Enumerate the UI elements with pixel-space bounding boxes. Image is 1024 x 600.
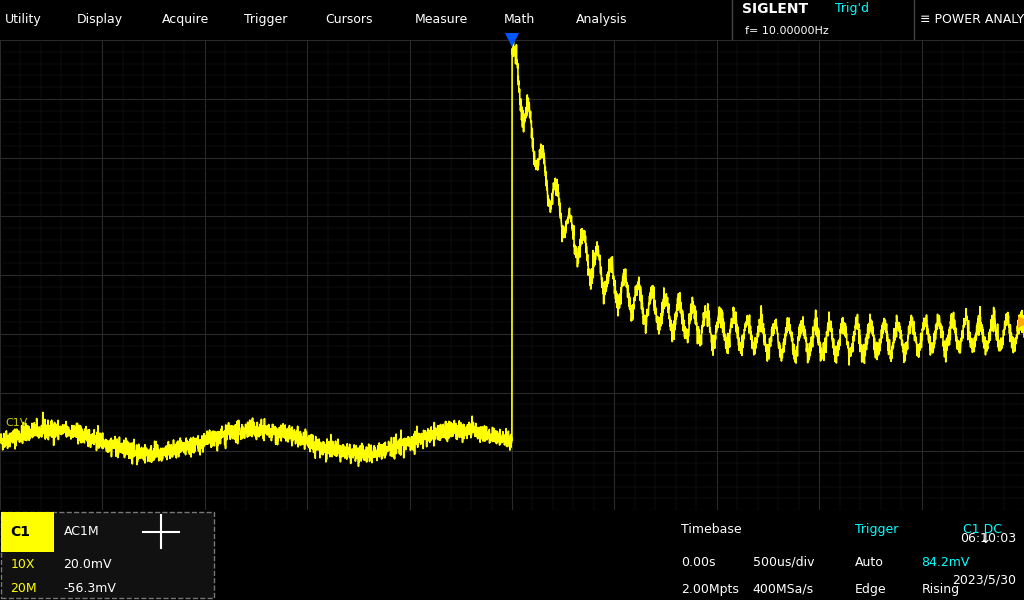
Text: Math: Math [504, 13, 536, 26]
Text: Display: Display [77, 13, 123, 26]
Text: C1: C1 [10, 524, 31, 539]
Text: C1V: C1V [5, 418, 28, 428]
Text: -56.3mV: -56.3mV [63, 582, 117, 595]
Text: Trig'd: Trig'd [835, 2, 868, 15]
Text: 2.00Mpts: 2.00Mpts [681, 583, 739, 596]
Text: 500us/div: 500us/div [753, 556, 814, 569]
Text: ≡ POWER ANALYSIS: ≡ POWER ANALYSIS [920, 13, 1024, 26]
Text: 10X: 10X [10, 557, 35, 571]
Text: 84.2mV: 84.2mV [922, 556, 970, 569]
Text: Auto: Auto [855, 556, 884, 569]
Text: Trigger: Trigger [244, 13, 287, 26]
Bar [1, 512, 214, 598]
Text: Analysis: Analysis [575, 13, 627, 26]
Text: Trigger: Trigger [855, 523, 898, 536]
Text: 0.00s: 0.00s [681, 556, 716, 569]
Text: Utility: Utility [5, 13, 42, 26]
Text: SIGLENT: SIGLENT [742, 2, 809, 16]
Text: Timebase: Timebase [681, 523, 741, 536]
Text: Cursors: Cursors [326, 13, 373, 26]
Text: AC1M: AC1M [63, 525, 99, 538]
Text: 20.0mV: 20.0mV [63, 557, 112, 571]
Text: Rising: Rising [922, 583, 959, 596]
Text: 400MSa/s: 400MSa/s [753, 583, 814, 596]
Bar [1, 512, 54, 552]
Text: f= 10.00000Hz: f= 10.00000Hz [745, 26, 829, 36]
Text: 2023/5/30: 2023/5/30 [952, 574, 1016, 587]
Text: Edge: Edge [855, 583, 887, 596]
Text: ↓: ↓ [980, 532, 991, 546]
Text: 06:10:03: 06:10:03 [959, 532, 1016, 545]
Text: C1 DC: C1 DC [963, 523, 1001, 536]
Text: Acquire: Acquire [162, 13, 209, 26]
Text: 20M: 20M [10, 582, 37, 595]
Text: Measure: Measure [415, 13, 468, 26]
